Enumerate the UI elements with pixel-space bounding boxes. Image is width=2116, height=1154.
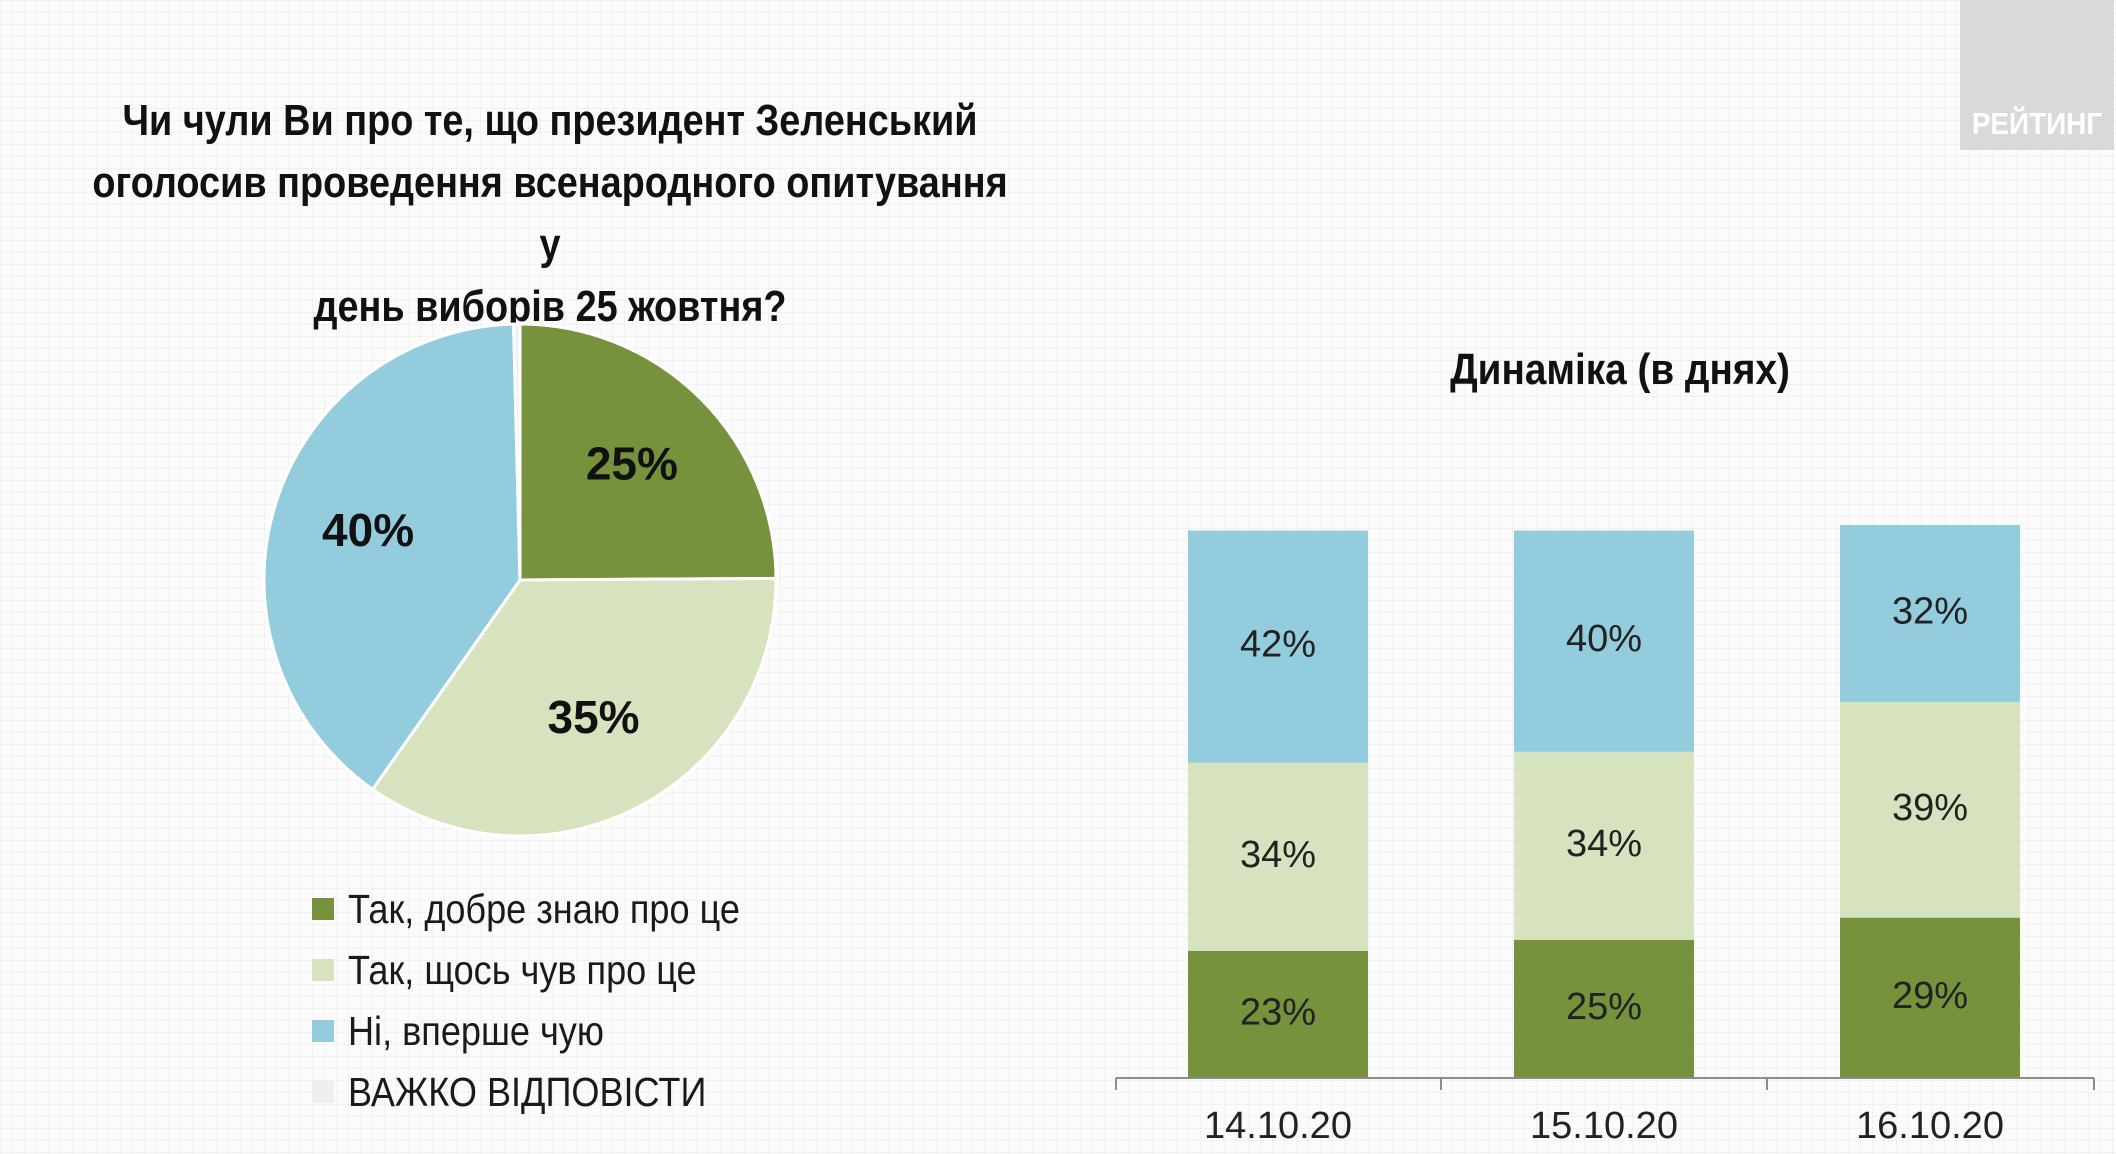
bar-segment bbox=[1188, 950, 1368, 1078]
pie-slice bbox=[512, 322, 522, 581]
bar-segment bbox=[1188, 530, 1368, 763]
bar-data-label: 25% bbox=[1566, 986, 1642, 1028]
bar-segment bbox=[1514, 939, 1694, 1078]
bar-segment bbox=[1514, 751, 1694, 940]
rating-logo: РЕЙТИНГ bbox=[1960, 0, 2114, 150]
x-tick-label: 16.10.20 bbox=[1856, 1105, 2004, 1147]
pie-chart-title: Чи чули Ви про те, що президент Зеленськ… bbox=[92, 96, 1008, 331]
legend-label: Так, щось чув про це bbox=[348, 946, 697, 993]
legend-item: Ні, вперше чую bbox=[312, 1006, 639, 1056]
legend-item: Так, щось чув про це bbox=[312, 945, 744, 995]
bar-data-label: 23% bbox=[1240, 991, 1316, 1033]
bar-segment bbox=[1514, 530, 1694, 752]
legend-label: Ні, вперше чую bbox=[348, 1007, 604, 1054]
legend-label: ВАЖКО ВІДПОВІСТИ bbox=[348, 1068, 707, 1115]
bar-data-label: 34% bbox=[1566, 823, 1642, 865]
pie-slice bbox=[370, 576, 778, 838]
x-tick-label: 15.10.20 bbox=[1530, 1105, 1678, 1147]
pie-slice-label: 35% bbox=[548, 691, 640, 743]
bar-segment bbox=[1188, 762, 1368, 951]
legend-label: Так, добре знаю про це bbox=[348, 885, 740, 932]
legend-swatch bbox=[312, 1081, 334, 1103]
legend-item: Так, добре знаю про це bbox=[312, 884, 793, 934]
legend-swatch bbox=[312, 959, 334, 981]
pie-legend: Так, добре знаю про це Так, щось чув про … bbox=[312, 884, 832, 1144]
pie-slice bbox=[518, 322, 778, 582]
pie-slice-label: 25% bbox=[586, 438, 678, 490]
bar-data-label: 32% bbox=[1892, 591, 1968, 633]
bar-segment bbox=[1840, 525, 2020, 702]
legend-item: ВАЖКО ВІДПОВІСТИ bbox=[312, 1067, 755, 1117]
bar-data-label: 39% bbox=[1892, 787, 1968, 829]
pie-slice-label: 40% bbox=[322, 504, 414, 556]
bar-data-label: 34% bbox=[1240, 834, 1316, 876]
x-tick-label: 14.10.20 bbox=[1204, 1105, 1352, 1147]
bar-chart-title: Динаміка (в днях) bbox=[1450, 345, 1790, 394]
bar-segment bbox=[1840, 701, 2020, 918]
legend-swatch bbox=[312, 1020, 334, 1042]
rating-logo-text: РЕЙТИНГ bbox=[1971, 106, 2103, 141]
bar-data-label: 29% bbox=[1892, 975, 1968, 1017]
legend-swatch bbox=[312, 898, 334, 920]
bar-segment bbox=[1840, 917, 2020, 1078]
bar-data-label: 42% bbox=[1240, 624, 1316, 666]
stacked-bar-chart: 23% 34% 42% 14.10.20 25% 34% 40% 15.10.20 29% 39%… bbox=[1115, 525, 2095, 1147]
bar-data-label: 40% bbox=[1566, 618, 1642, 660]
pie-slice bbox=[262, 322, 522, 792]
pie-chart: 25% 35% 40% bbox=[262, 322, 778, 838]
